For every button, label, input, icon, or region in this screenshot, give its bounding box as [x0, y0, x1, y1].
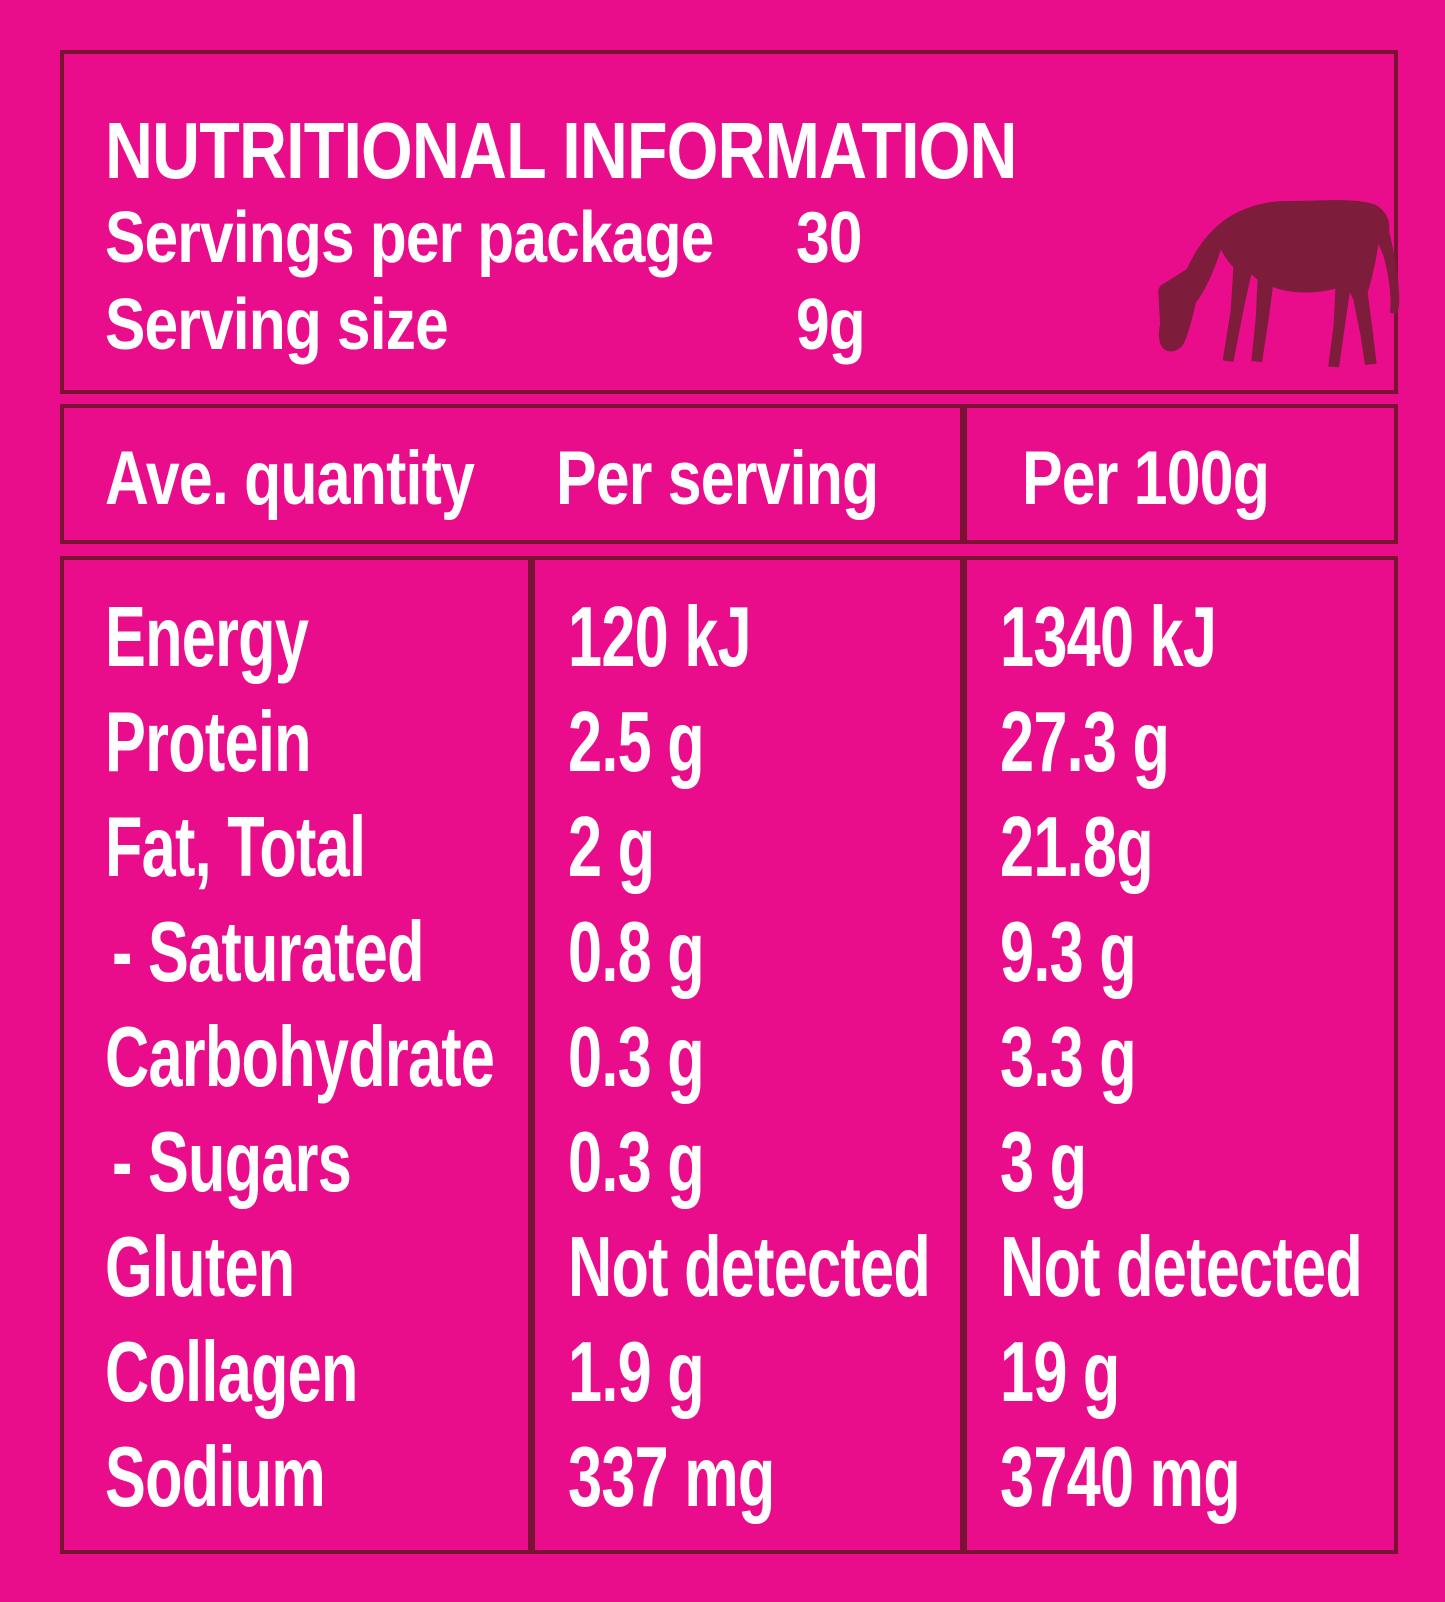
nutrient-name: Carbohydrate [105, 1010, 495, 1105]
per-serving-value: 2.5 g [568, 695, 705, 790]
nutrient-name: - Saturated [112, 905, 424, 1000]
table-row-protein: Protein 2.5 g 27.3 g [64, 700, 1394, 790]
table-divider-1 [528, 560, 535, 1550]
per-serving-value: Not detected [568, 1220, 931, 1315]
nutrient-name: Gluten [105, 1220, 295, 1315]
servings-per-package-value: 30 [796, 198, 862, 278]
nutrient-name: Sodium [105, 1430, 326, 1525]
table-row-saturated: - Saturated 0.8 g 9.3 g [64, 910, 1394, 1000]
column-per-100g: Per 100g [1022, 436, 1270, 521]
nutrient-name: Protein [105, 695, 312, 790]
nutrient-name: Energy [105, 590, 309, 685]
serving-size-label: Serving size [105, 285, 449, 365]
nutrient-name: Fat, Total [105, 800, 366, 895]
per-100g-value: 3740 mg [1000, 1430, 1241, 1525]
per-serving-value: 0.8 g [568, 905, 705, 1000]
per-serving-value: 1.9 g [568, 1325, 705, 1420]
table-divider-2 [960, 560, 967, 1550]
per-serving-value: 337 mg [568, 1430, 775, 1525]
per-serving-value: 0.3 g [568, 1010, 705, 1105]
serving-size-value: 9g [796, 285, 866, 365]
panel-title: NUTRITIONAL INFORMATION [105, 106, 1017, 195]
per-100g-value: 9.3 g [1000, 905, 1137, 1000]
table-row-fat-total: Fat, Total 2 g 21.8g [64, 805, 1394, 895]
per-100g-value: 3 g [1000, 1115, 1087, 1210]
per-serving-value: 120 kJ [568, 590, 752, 685]
table-row-energy: Energy 120 kJ 1340 kJ [64, 595, 1394, 685]
table-row-gluten: Gluten Not detected Not detected [64, 1225, 1394, 1315]
per-100g-value: 21.8g [1000, 800, 1154, 895]
column-ave-quantity: Ave. quantity [105, 436, 475, 521]
header-box: NUTRITIONAL INFORMATION Servings per pac… [60, 50, 1400, 394]
per-100g-value: Not detected [1000, 1220, 1363, 1315]
per-100g-value: 19 g [1000, 1325, 1120, 1420]
per-serving-value: 2 g [568, 800, 655, 895]
nutrient-name: Collagen [105, 1325, 358, 1420]
servings-per-package-label: Servings per package [105, 198, 714, 278]
per-100g-value: 27.3 g [1000, 695, 1170, 790]
column-divider [960, 408, 967, 540]
nutrition-table: Energy 120 kJ 1340 kJ Protein 2.5 g 27.3… [60, 556, 1398, 1554]
per-100g-value: 3.3 g [1000, 1010, 1137, 1105]
column-per-serving: Per serving [556, 436, 879, 521]
column-header-row: Ave. quantity Per serving Per 100g [60, 404, 1398, 544]
table-row-collagen: Collagen 1.9 g 19 g [64, 1330, 1394, 1420]
table-row-sodium: Sodium 337 mg 3740 mg [64, 1435, 1394, 1525]
per-serving-value: 0.3 g [568, 1115, 705, 1210]
table-row-carbohydrate: Carbohydrate 0.3 g 3.3 g [64, 1015, 1394, 1105]
cow-grazing-icon [1158, 200, 1400, 368]
table-row-sugars: - Sugars 0.3 g 3 g [64, 1120, 1394, 1210]
per-100g-value: 1340 kJ [1000, 590, 1217, 685]
nutrient-name: - Sugars [112, 1115, 352, 1210]
